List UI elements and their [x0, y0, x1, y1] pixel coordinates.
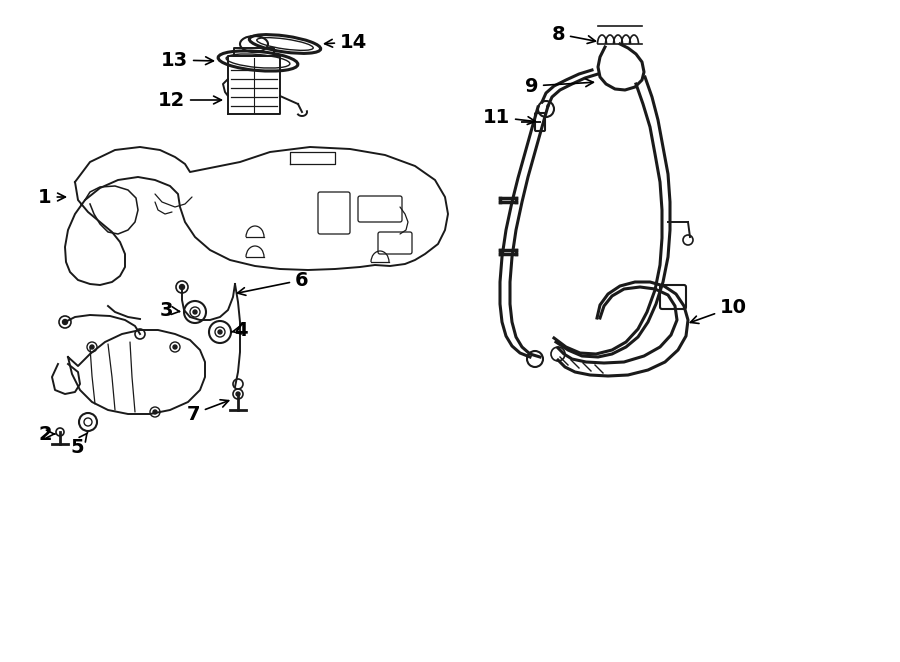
Text: 1: 1	[38, 187, 66, 207]
Circle shape	[236, 392, 240, 396]
Circle shape	[62, 320, 68, 324]
Text: 9: 9	[525, 77, 593, 95]
Text: 6: 6	[238, 271, 309, 295]
Text: 11: 11	[482, 107, 536, 126]
Text: 14: 14	[325, 32, 367, 52]
Circle shape	[90, 345, 94, 349]
Circle shape	[193, 310, 197, 314]
Circle shape	[173, 345, 177, 349]
Circle shape	[179, 285, 184, 289]
Text: 13: 13	[161, 50, 213, 70]
Text: 5: 5	[70, 432, 87, 457]
Text: 12: 12	[158, 91, 221, 109]
Text: 4: 4	[231, 320, 248, 340]
Text: 10: 10	[690, 297, 747, 324]
Circle shape	[218, 330, 222, 334]
Text: 7: 7	[186, 400, 229, 424]
Text: 2: 2	[38, 424, 55, 444]
Text: 8: 8	[552, 24, 596, 44]
Circle shape	[153, 410, 157, 414]
Text: 3: 3	[160, 301, 180, 320]
